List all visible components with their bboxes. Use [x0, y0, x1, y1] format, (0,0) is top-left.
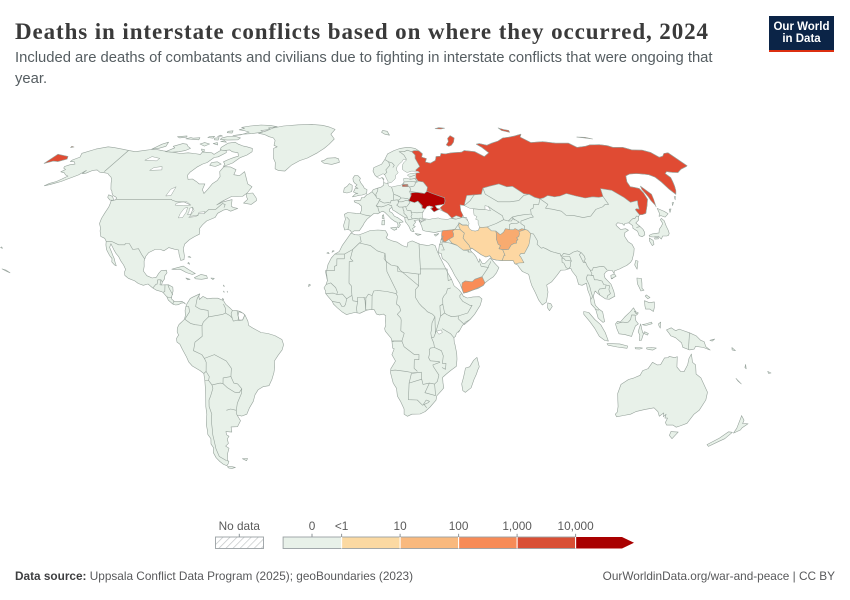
svg-text:1,000: 1,000	[502, 519, 532, 533]
svg-text:10: 10	[394, 519, 408, 533]
svg-text:0: 0	[309, 519, 316, 533]
svg-text:100: 100	[449, 519, 469, 533]
svg-text:10,000: 10,000	[558, 519, 595, 533]
svg-text:<1: <1	[335, 519, 348, 533]
svg-text:No data: No data	[219, 519, 261, 533]
